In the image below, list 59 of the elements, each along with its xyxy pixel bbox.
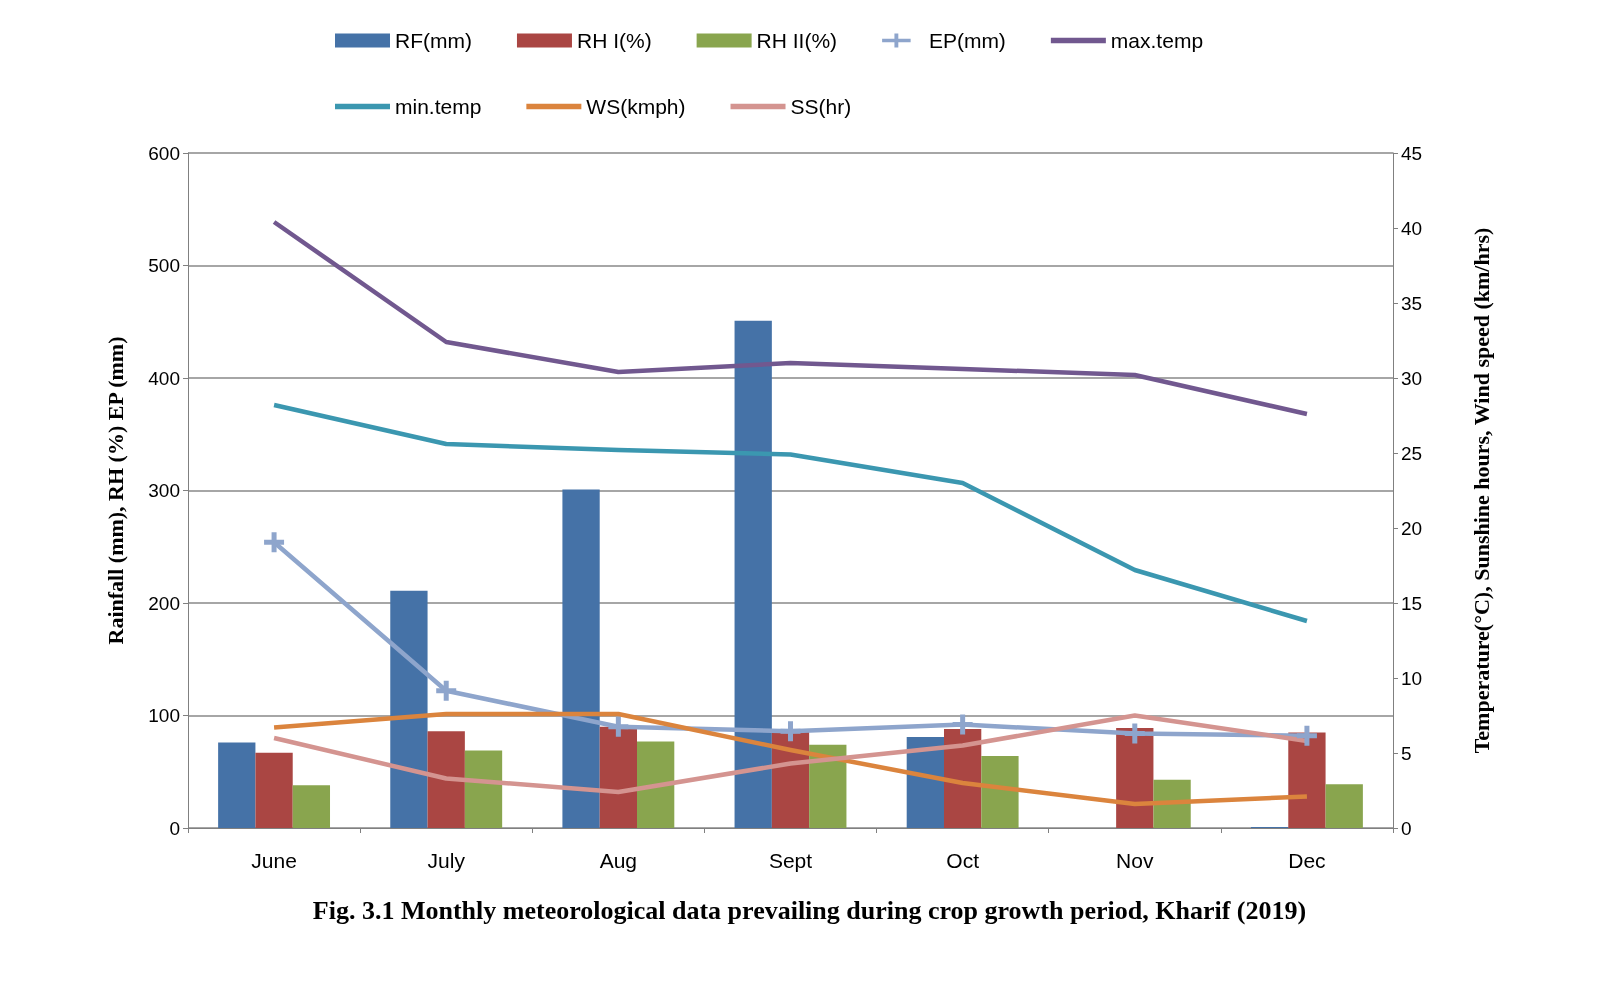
y-tick-label: 500 [148,255,180,276]
y2-tick-label: 0 [1401,817,1412,839]
bar [1325,784,1363,828]
bar [809,744,847,828]
x-tick-label: June [251,849,297,872]
legend-label: RH I(%) [576,29,652,52]
y-tick-label: 400 [148,367,180,389]
y2-tick-label: 5 [1401,742,1412,764]
y-axis-title: Rainfall (mm), RH (%) EP (mm) [102,336,128,645]
bar [218,742,256,828]
point [1296,725,1317,746]
point [608,716,629,737]
bar [390,590,428,828]
x-tick-label: Dec [1288,849,1326,872]
y-tick-label: 300 [148,480,180,501]
legend-label: RH II(%) [756,29,838,52]
bar [734,320,772,828]
text: Fig. 3.1 Monthly meteorological data prevailing during crop growth period, Kharif (2019) [312,895,1307,925]
x-tick-label: Oct [946,849,980,872]
point [264,532,285,553]
y2-axis-title: Temperature(°C), Sunshine hours, Wind speed (km/hrs) [1468,227,1494,754]
x-tick-label: Nov [1116,849,1154,872]
legend-label: min.temp [395,95,482,118]
point [1124,723,1145,744]
y-tick-label: 600 [148,142,180,164]
x-tick-label: July [427,849,466,872]
legend-label: max.temp [1110,29,1204,52]
y2-tick-label: 30 [1401,367,1423,389]
legend-label: RF(mm) [395,29,472,52]
y2-tick-label: 35 [1401,292,1423,314]
point [436,680,457,701]
point [952,714,973,735]
legend-label: EP(mm) [928,29,1006,52]
y2-tick-label: 40 [1401,217,1423,239]
bar [562,489,600,828]
y2-tick-label: 10 [1401,667,1423,689]
y-tick-label: 0 [169,817,180,839]
point [780,721,801,742]
bar [292,785,331,828]
x-tick-label: Aug [599,849,638,872]
y2-tick-label: 15 [1401,592,1423,614]
y2-tick-label: 25 [1401,442,1423,464]
bar [464,750,503,828]
y2-tick-label: 20 [1401,517,1423,539]
bar [637,741,675,828]
legend-label: SS(hr) [790,95,852,118]
bar [1153,779,1191,828]
y2-tick-label: 45 [1401,142,1423,164]
bar [255,752,293,828]
line-series [271,402,1310,624]
bar [427,731,465,828]
line-series [271,219,1310,417]
bar [599,726,638,828]
bar [981,756,1019,828]
bar [1288,732,1326,828]
x-tick-label: Sept [768,849,813,872]
y-tick-label: 100 [148,705,180,726]
y-tick-label: 200 [148,592,180,614]
legend-label: WS(kmph) [586,95,686,118]
